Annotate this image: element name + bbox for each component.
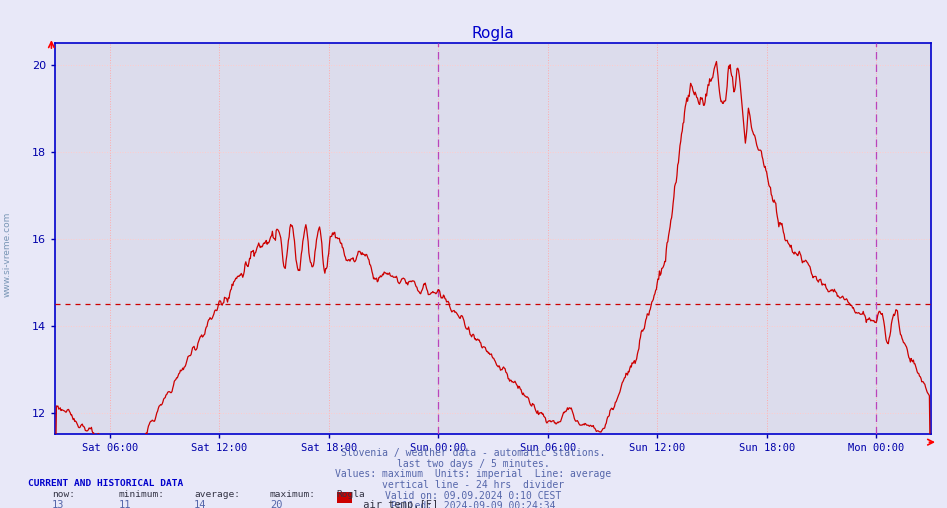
Text: last two days / 5 minutes.: last two days / 5 minutes. bbox=[397, 459, 550, 469]
Text: Values: maximum  Units: imperial  Line: average: Values: maximum Units: imperial Line: av… bbox=[335, 469, 612, 480]
Text: average:: average: bbox=[194, 490, 241, 499]
Text: minimum:: minimum: bbox=[118, 490, 165, 499]
Text: CURRENT AND HISTORICAL DATA: CURRENT AND HISTORICAL DATA bbox=[28, 479, 184, 488]
Text: vertical line - 24 hrs  divider: vertical line - 24 hrs divider bbox=[383, 480, 564, 490]
Text: 20: 20 bbox=[270, 500, 282, 508]
Title: Rogla: Rogla bbox=[472, 25, 514, 41]
Text: Polled:  2024-09-09 00:24:34: Polled: 2024-09-09 00:24:34 bbox=[391, 501, 556, 508]
Text: 11: 11 bbox=[118, 500, 131, 508]
Text: Rogla: Rogla bbox=[336, 490, 365, 499]
Text: maximum:: maximum: bbox=[270, 490, 316, 499]
Text: air temp.[F]: air temp.[F] bbox=[357, 500, 438, 508]
Text: Valid on: 09.09.2024 0:10 CEST: Valid on: 09.09.2024 0:10 CEST bbox=[385, 491, 562, 501]
Text: www.si-vreme.com: www.si-vreme.com bbox=[3, 211, 12, 297]
Text: 14: 14 bbox=[194, 500, 206, 508]
Text: now:: now: bbox=[52, 490, 75, 499]
Text: 13: 13 bbox=[52, 500, 64, 508]
Text: Slovenia / weather data - automatic stations.: Slovenia / weather data - automatic stat… bbox=[341, 448, 606, 458]
